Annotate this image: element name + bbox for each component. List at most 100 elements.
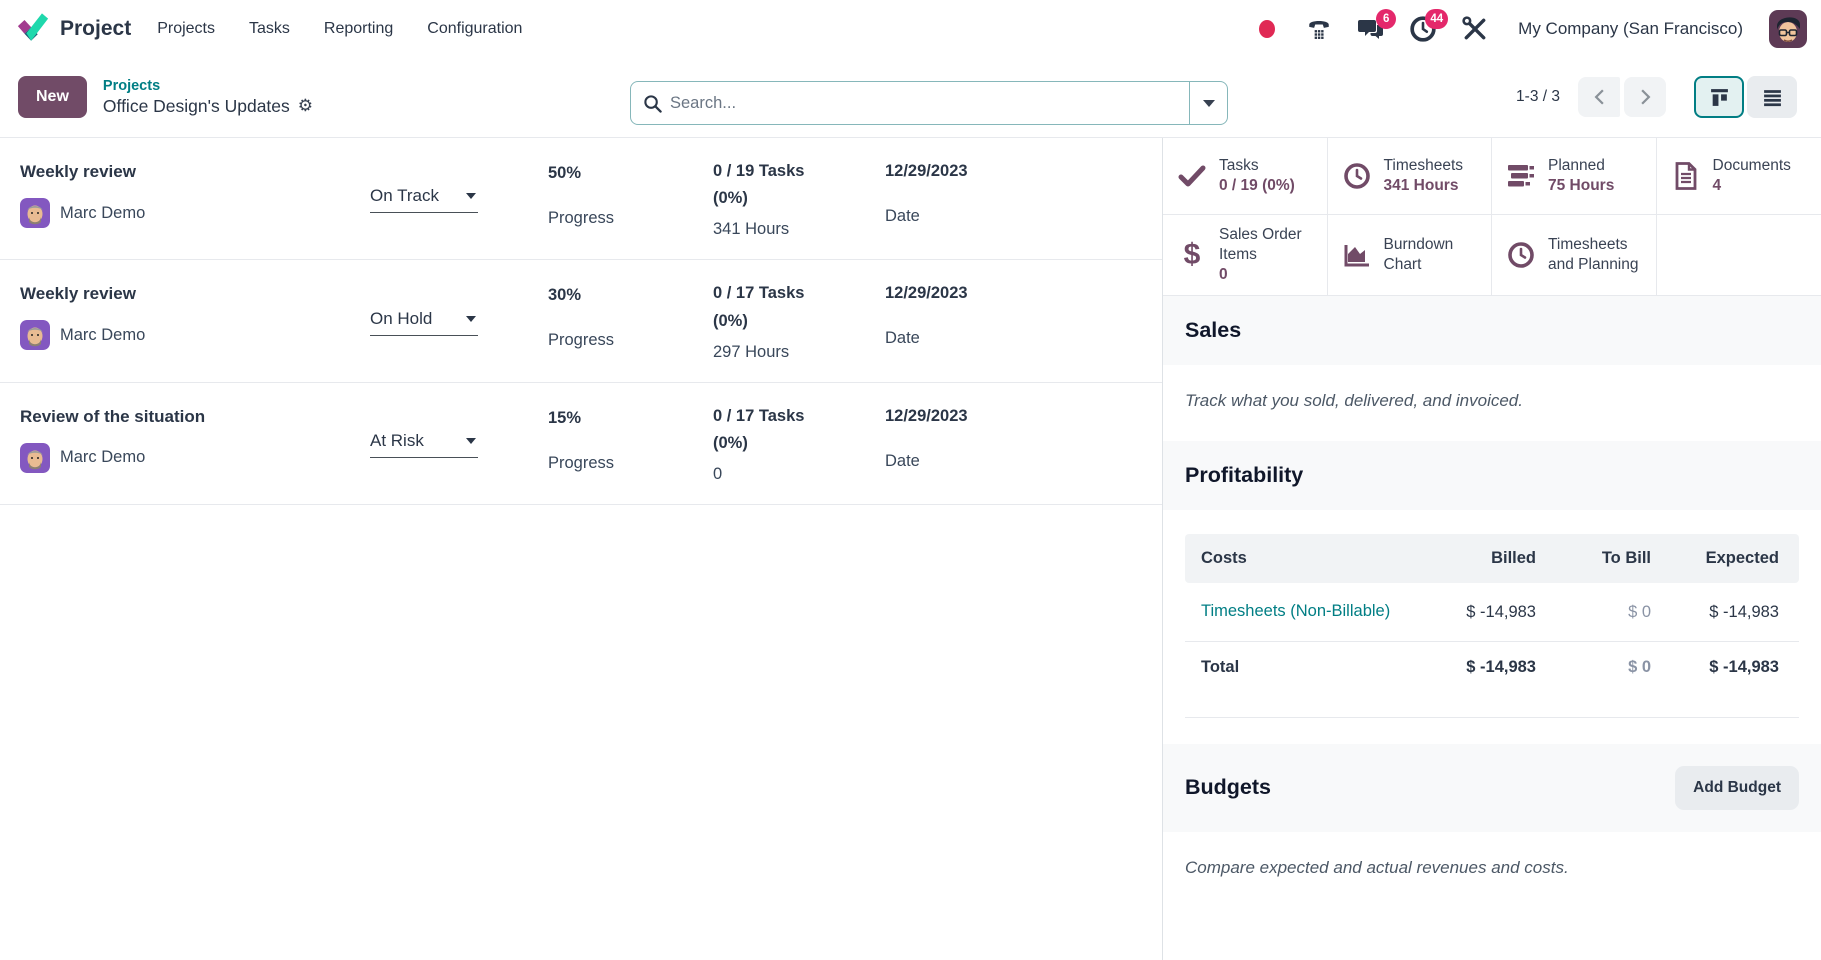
tasks-value: 0 / 17 Tasks (0%): [713, 284, 805, 330]
breadcrumb-projects-link[interactable]: Projects: [102, 77, 161, 94]
chevron-down-icon: [466, 315, 476, 322]
status-dropdown[interactable]: On Hold: [370, 307, 478, 336]
messages-badge: 6: [1376, 8, 1397, 29]
progress-label: Progress: [548, 453, 615, 472]
tools-icon[interactable]: [1462, 15, 1488, 42]
update-row[interactable]: Review of the situation Marc Demo: [0, 383, 1162, 506]
clock-icon: [1342, 162, 1372, 190]
stat-value: 341 Hours: [1383, 177, 1459, 194]
tasks-value: 0 / 17 Tasks (0%): [713, 406, 805, 453]
update-row[interactable]: Weekly review Marc Demo On Trac: [0, 138, 1162, 261]
stat-value: 4: [1712, 177, 1722, 194]
stat-value: 75 Hours: [1548, 177, 1615, 194]
stat-label: Documents: [1712, 156, 1791, 174]
add-budget-button[interactable]: Add Budget: [1675, 765, 1799, 810]
chevron-down-icon: [466, 193, 476, 200]
date-value: 12/29/2023: [885, 162, 968, 180]
progress-label: Progress: [548, 331, 615, 350]
stat-label: Timesheets and Planning: [1548, 236, 1639, 274]
planned-stat-button[interactable]: Planned 75 Hours: [1492, 138, 1657, 215]
activities-icon[interactable]: 44: [1410, 8, 1449, 42]
table-row: Timesheets (Non-Billable) $ -14,983 $ 0 …: [1185, 583, 1799, 642]
app-name[interactable]: Project: [60, 16, 132, 40]
progress-label: Progress: [548, 209, 615, 227]
menu-configuration[interactable]: Configuration: [427, 19, 523, 37]
phone-icon[interactable]: [1306, 16, 1332, 42]
progress-value: 50%: [548, 164, 582, 182]
profitability-section-header: Profitability: [1163, 441, 1821, 511]
budgets-section-header: Budgets Add Budget: [1163, 743, 1821, 832]
date-value: 12/29/2023: [885, 284, 968, 303]
search-input[interactable]: [670, 93, 1189, 113]
new-button[interactable]: New: [18, 76, 87, 118]
avatar[interactable]: [20, 442, 50, 473]
status-dropdown[interactable]: At Risk: [370, 429, 478, 459]
avatar[interactable]: [20, 198, 50, 228]
timesheets-stat-button[interactable]: Timesheets 341 Hours: [1327, 138, 1492, 215]
date-value: 12/29/2023: [885, 406, 968, 425]
update-title[interactable]: Weekly review: [20, 284, 136, 304]
sales-section-header: Sales: [1163, 296, 1821, 366]
menu-reporting[interactable]: Reporting: [323, 19, 394, 37]
sales-description: Track what you sold, delivered, and invo…: [1185, 391, 1523, 411]
update-author: Marc Demo: [60, 325, 146, 344]
pager-previous-button[interactable]: [1578, 77, 1620, 117]
update-row[interactable]: Weekly review Marc Demo On Hold: [0, 260, 1162, 383]
hours-value: 0: [713, 465, 723, 484]
tasks-stat-button[interactable]: Tasks 0 / 19 (0%): [1163, 138, 1328, 215]
area-chart-icon: [1342, 242, 1372, 268]
control-panel: New Projects Office Design's Updates ⚙ 1…: [0, 57, 1821, 137]
hours-value: 341 Hours: [713, 220, 790, 239]
stat-label: Sales Order Items: [1219, 226, 1302, 264]
billed-value: $ -14,983: [1466, 602, 1536, 621]
table-total-row: Total $ -14,983 $ 0 $ -14,983: [1185, 642, 1799, 693]
total-to-bill: $ 0: [1628, 657, 1651, 676]
update-author: Marc Demo: [60, 203, 146, 222]
gear-icon[interactable]: ⚙: [297, 96, 314, 115]
total-expected: $ -14,983: [1709, 657, 1779, 676]
main-menu: Projects Tasks Reporting Configuration: [157, 20, 522, 38]
total-billed: $ -14,983: [1466, 657, 1536, 676]
menu-projects[interactable]: Projects: [157, 19, 215, 37]
app-brand[interactable]: Project: [16, 12, 157, 46]
budgets-description: Compare expected and actual revenues and…: [1185, 857, 1569, 877]
update-title[interactable]: Review of the situation: [20, 406, 206, 426]
progress-value: 15%: [548, 408, 582, 427]
status-value: At Risk: [370, 431, 424, 451]
menu-tasks[interactable]: Tasks: [249, 19, 290, 37]
status-dot-icon[interactable]: [1254, 16, 1280, 42]
list-view-button[interactable]: [1747, 76, 1797, 118]
col-expected: Expected: [1705, 549, 1779, 568]
update-title[interactable]: Weekly review: [20, 162, 136, 181]
pager-next-button[interactable]: [1624, 77, 1666, 117]
burndown-chart-stat-button[interactable]: Burndown Chart: [1327, 215, 1492, 297]
search-icon: [643, 94, 662, 113]
company-switcher[interactable]: My Company (San Francisco): [1518, 18, 1743, 38]
status-value: On Track: [370, 186, 439, 206]
to-bill-value: $ 0: [1628, 602, 1651, 621]
expected-value: $ -14,983: [1709, 602, 1779, 621]
page-title: Office Design's Updates: [102, 95, 290, 116]
kanban-view-button[interactable]: [1694, 76, 1744, 118]
user-avatar[interactable]: [1769, 9, 1807, 48]
breadcrumb: Projects Office Design's Updates ⚙: [103, 78, 313, 117]
date-label: Date: [885, 329, 920, 348]
stat-label: Burndown Chart: [1383, 236, 1454, 274]
view-switcher: [1694, 76, 1797, 118]
avatar[interactable]: [20, 320, 50, 351]
col-billed: Billed: [1491, 549, 1536, 568]
search-filters-toggle[interactable]: [1189, 82, 1227, 124]
profitability-title: Profitability: [1185, 463, 1304, 488]
timesheets-non-billable-link[interactable]: Timesheets (Non-Billable): [1201, 602, 1391, 621]
clock-icon: [1506, 241, 1536, 269]
profitability-table-header: Costs Billed To Bill Expected: [1185, 534, 1799, 584]
status-dropdown[interactable]: On Track: [370, 184, 478, 214]
timesheets-planning-stat-button[interactable]: Timesheets and Planning: [1492, 215, 1657, 297]
documents-stat-button[interactable]: Documents 4: [1656, 138, 1821, 215]
budgets-title: Budgets: [1185, 775, 1271, 800]
project-app-logo-icon: [16, 12, 50, 46]
sales-order-items-stat-button[interactable]: $ Sales Order Items 0: [1163, 215, 1328, 297]
messages-icon[interactable]: 6: [1358, 8, 1397, 42]
total-label: Total: [1201, 657, 1240, 676]
search-bar: [630, 81, 1228, 125]
